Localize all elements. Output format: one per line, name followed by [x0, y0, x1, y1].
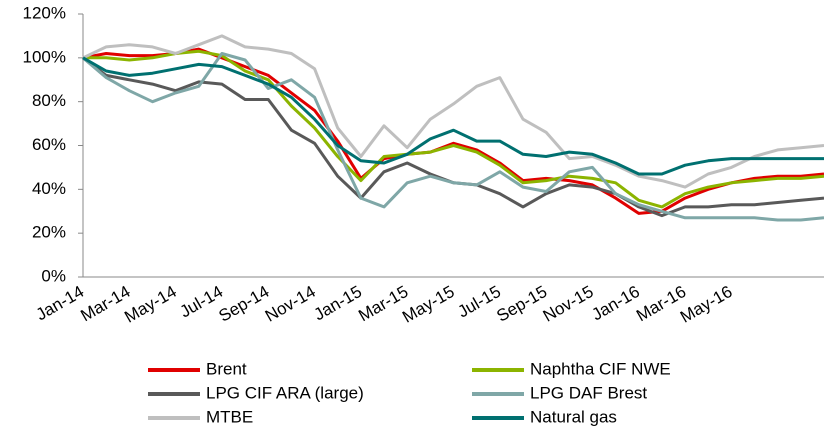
y-tick-label: 40%	[32, 179, 66, 198]
series-line	[83, 49, 824, 209]
y-tick-label: 20%	[32, 223, 66, 242]
legend-label: LPG DAF Brest	[530, 383, 647, 402]
x-tick-label: May-16	[677, 282, 736, 327]
x-tick-label: Jan-14	[33, 282, 88, 324]
x-tick-label: May-14	[121, 282, 180, 327]
x-tick-label: Sep-14	[216, 282, 273, 326]
legend-label: LPG CIF ARA (large)	[206, 383, 364, 402]
y-tick-label: 80%	[32, 91, 66, 110]
legend-label: Naphtha CIF NWE	[530, 359, 671, 378]
series-line	[82, 34, 824, 189]
y-tick-label: 120%	[23, 3, 66, 22]
x-tick-label: Nov-15	[540, 282, 597, 326]
series-line	[82, 56, 824, 218]
series-line	[82, 52, 824, 222]
x-tick-label: Sep-15	[493, 282, 550, 326]
y-tick-label: 60%	[32, 135, 66, 154]
x-tick-label: Jan-15	[311, 282, 366, 324]
y-tick-label: 100%	[23, 47, 66, 66]
y-tick-label: 0%	[41, 266, 66, 285]
legend-label: MTBE	[206, 407, 253, 426]
legend-label: Natural gas	[530, 407, 617, 426]
x-tick-label: May-15	[399, 282, 458, 327]
series-line	[82, 56, 824, 176]
x-tick-label: Nov-14	[262, 282, 319, 326]
x-tick-label: Jan-16	[588, 282, 643, 324]
legend-label: Brent	[206, 359, 247, 378]
